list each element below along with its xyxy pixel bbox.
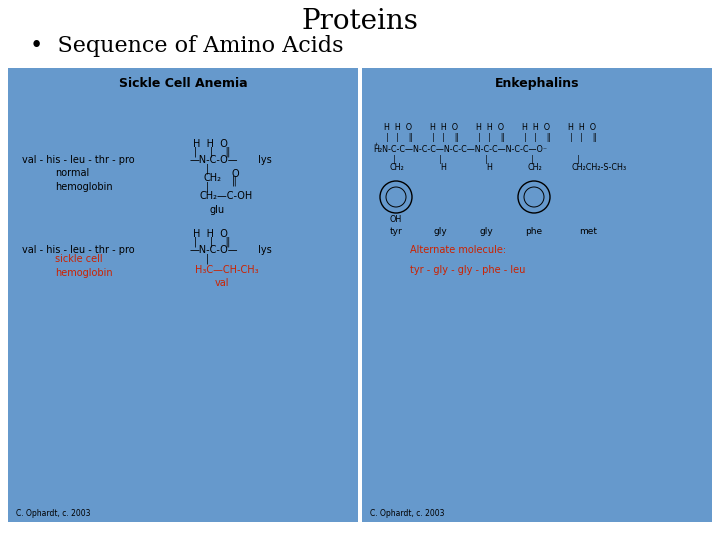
FancyBboxPatch shape	[8, 68, 358, 522]
Text: H: H	[440, 164, 446, 172]
Text: val: val	[215, 278, 230, 288]
Text: phe: phe	[526, 227, 543, 237]
Text: O: O	[232, 169, 240, 179]
Text: +: +	[373, 143, 378, 147]
Text: gly: gly	[433, 227, 447, 237]
Text: val - his - leu - thr - pro: val - his - leu - thr - pro	[22, 245, 135, 255]
Text: H  H  O: H H O	[193, 139, 228, 149]
Text: normal
hemoglobin: normal hemoglobin	[55, 167, 112, 192]
Text: |: |	[205, 254, 209, 264]
Text: tyr - gly - gly - phe - leu: tyr - gly - gly - phe - leu	[410, 265, 526, 275]
Text: lys: lys	[255, 155, 271, 165]
Text: —N-C-O—: —N-C-O—	[190, 245, 238, 255]
Text: H  H  O: H H O	[430, 124, 458, 132]
Text: CH₂: CH₂	[390, 164, 405, 172]
Text: H₃C—CH-CH₃: H₃C—CH-CH₃	[195, 265, 258, 275]
Text: lys: lys	[255, 245, 271, 255]
Text: ‖: ‖	[232, 176, 237, 186]
Text: |    |    ‖: | | ‖	[194, 147, 230, 157]
Text: |: |	[531, 154, 534, 164]
Text: |   |    ‖: | | ‖	[524, 132, 551, 141]
FancyBboxPatch shape	[362, 68, 712, 522]
Text: CH₂: CH₂	[528, 164, 543, 172]
Text: |   |    ‖: | | ‖	[478, 132, 505, 141]
Text: sickle cell
hemoglobin: sickle cell hemoglobin	[55, 254, 112, 279]
Text: —N-C-O—: —N-C-O—	[190, 155, 238, 165]
Text: |: |	[577, 154, 580, 164]
Text: H  H  O: H H O	[193, 229, 228, 239]
Text: CH₂: CH₂	[203, 173, 221, 183]
Text: Proteins: Proteins	[302, 8, 418, 35]
Text: H  H  O: H H O	[476, 124, 504, 132]
Text: C. Ophardt, c. 2003: C. Ophardt, c. 2003	[16, 510, 91, 518]
Text: OH: OH	[390, 214, 402, 224]
Text: |: |	[392, 154, 395, 164]
Text: H  H  O: H H O	[568, 124, 596, 132]
Text: |   |    ‖: | | ‖	[432, 132, 459, 141]
Text: C. Ophardt, c. 2003: C. Ophardt, c. 2003	[370, 510, 444, 518]
Text: H  H  O: H H O	[522, 124, 550, 132]
Text: |   |    ‖: | | ‖	[386, 132, 413, 141]
Text: gly: gly	[479, 227, 493, 237]
Text: H₂N-C-C—N-C-C—N-C-C—N-C-C—N-C-C—O⁻: H₂N-C-C—N-C-C—N-C-C—N-C-C—N-C-C—O⁻	[373, 145, 547, 154]
Text: |    |    ‖: | | ‖	[194, 237, 230, 247]
Text: |: |	[485, 154, 487, 164]
Text: |: |	[438, 154, 441, 164]
Text: val - his - leu - thr - pro: val - his - leu - thr - pro	[22, 155, 135, 165]
Text: H: H	[486, 164, 492, 172]
Text: met: met	[579, 227, 597, 237]
Text: glu: glu	[210, 205, 225, 215]
Text: |: |	[205, 182, 209, 192]
Text: CH₂CH₂-S-CH₃: CH₂CH₂-S-CH₃	[572, 164, 627, 172]
Text: •  Sequence of Amino Acids: • Sequence of Amino Acids	[30, 35, 343, 57]
Text: tyr: tyr	[390, 227, 402, 237]
Text: H  H  O: H H O	[384, 124, 412, 132]
Text: Enkephalins: Enkephalins	[495, 77, 580, 90]
Text: |   |    ‖: | | ‖	[570, 132, 597, 141]
Text: CH₂—C-OH: CH₂—C-OH	[200, 191, 253, 201]
Text: Sickle Cell Anemia: Sickle Cell Anemia	[119, 77, 247, 90]
Text: |: |	[205, 164, 209, 174]
Text: Alternate molecule:: Alternate molecule:	[410, 245, 506, 255]
